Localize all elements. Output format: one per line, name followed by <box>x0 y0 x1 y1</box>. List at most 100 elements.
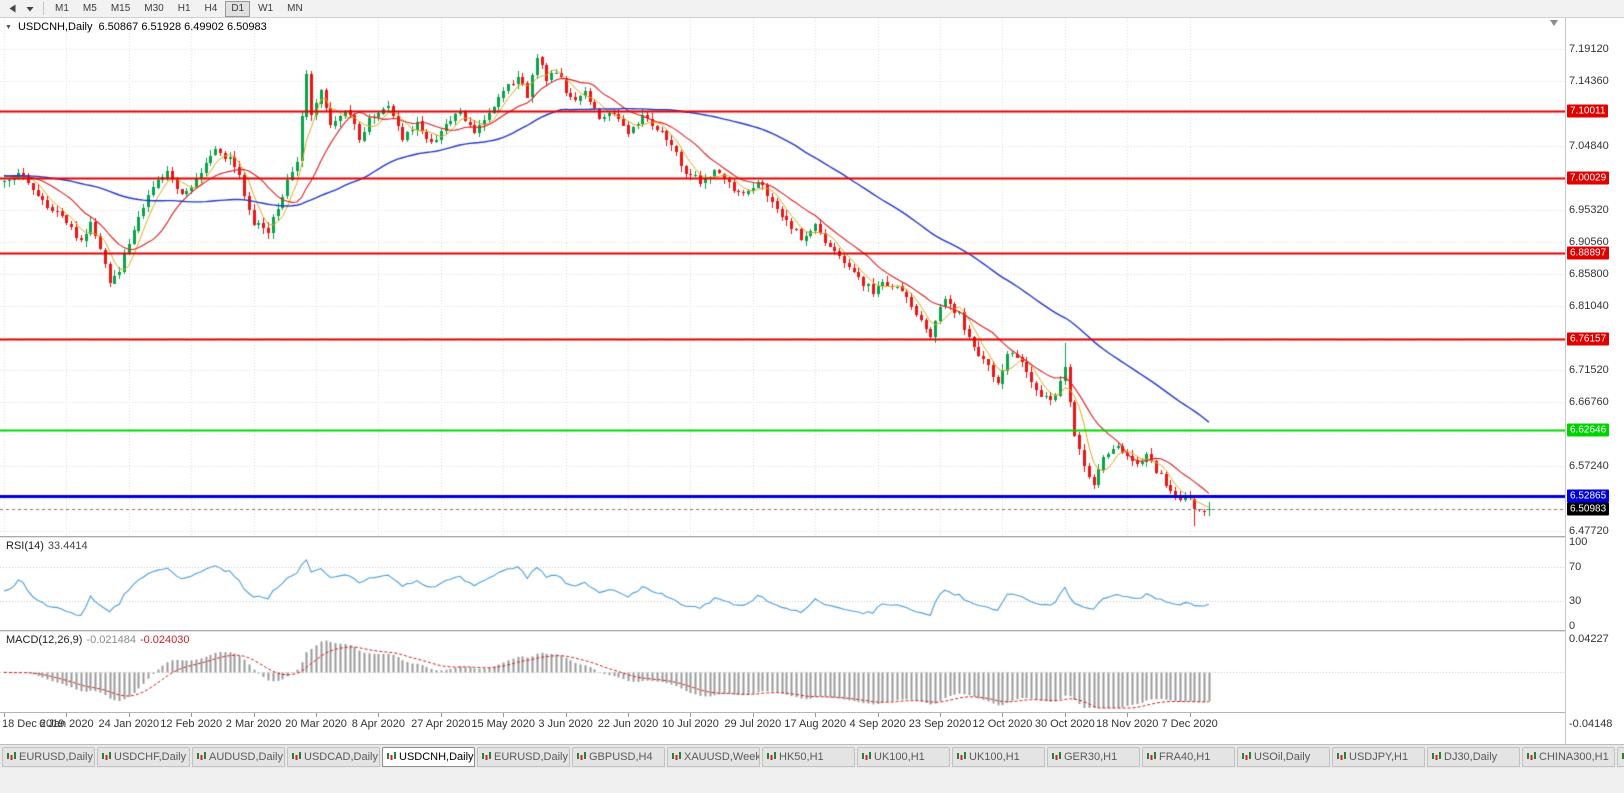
chart-tab-label: GBPUSD,H4 <box>589 751 653 763</box>
price-level-label: 7.00029 <box>1567 171 1610 185</box>
time-axis-tick <box>1190 713 1191 717</box>
time-axis[interactable]: 18 Dec 2019 6 Jan 2020 24 Jan 2020 12 Feb 2… <box>0 713 1565 744</box>
chart-tab-label: UK100,H1 <box>874 751 925 763</box>
timeframe-button-m1[interactable]: M1 <box>55 2 69 14</box>
time-axis-label: 20 Mar 2020 <box>285 718 347 730</box>
pane-divider[interactable] <box>0 536 1624 538</box>
chart-tab-hk50-h1[interactable]: HK50,H1 <box>762 747 855 767</box>
chart-tab-uk100-h1[interactable]: UK100,H1 <box>952 747 1045 767</box>
chart-tab-bar: EURUSD,Daily USDCHF,Daily AUDUSD,Daily USDC… <box>0 744 1624 768</box>
time-axis-label: 15 May 2020 <box>471 718 535 730</box>
chart-tab-xauusd-weekly[interactable]: XAUUSD,Weekly <box>667 747 760 767</box>
symbol-label: ▼ USDCNH,Daily 6.50867 6.51928 6.49902 6… <box>5 21 267 33</box>
rsi-axis-label: 100 <box>1569 536 1588 548</box>
chart-area: ▼ USDCNH,Daily 6.50867 6.51928 6.49902 6… <box>0 18 1624 744</box>
price-axis-label: 6.71520 <box>1569 364 1609 377</box>
time-axis-label: 18 Nov 2020 <box>1095 718 1159 730</box>
timeframe-button-h4[interactable]: H4 <box>204 2 218 14</box>
time-axis-tick <box>66 713 67 717</box>
chart-tab-icon <box>482 751 491 764</box>
time-axis-label: 2 Mar 2020 <box>225 718 282 730</box>
chart-tab-label: GER30,H1 <box>1064 751 1118 763</box>
macd-axis-label: 0.04227 <box>1569 633 1609 645</box>
time-axis-tick <box>940 713 941 717</box>
time-axis-tick <box>378 713 379 717</box>
chart-arrow-icon[interactable] <box>4 1 20 16</box>
chart-tab-icon <box>577 751 586 764</box>
time-axis-label: 12 Feb 2020 <box>160 718 223 730</box>
chart-tab-gbpusd-h4[interactable]: GBPUSD,H4 <box>572 747 665 767</box>
time-axis-label: 30 Oct 2020 <box>1034 718 1095 730</box>
chart-tab-icon <box>197 751 206 764</box>
chart-shift-marker-icon[interactable] <box>1550 20 1558 26</box>
time-axis-label: 12 Oct 2020 <box>972 718 1033 730</box>
time-axis-tick <box>1065 713 1066 717</box>
price-axis-label: 6.85800 <box>1569 267 1609 280</box>
chart-tab-icon <box>1622 751 1624 764</box>
chart-tab-usdchf-daily[interactable]: USDCHF,Daily <box>97 747 190 767</box>
price-axis-label: 6.66760 <box>1569 396 1609 409</box>
time-axis-label: 22 Jun 2020 <box>597 718 659 730</box>
dropdown-caret-icon[interactable] <box>22 1 38 16</box>
chart-tab-icon <box>1527 751 1536 764</box>
time-axis-label: 6 Jan 2020 <box>39 718 94 730</box>
time-axis-tick <box>815 713 816 717</box>
chart-tab-eurusd-daily[interactable]: EURUSD,Daily <box>477 747 570 767</box>
price-axis-label: 7.19120 <box>1569 43 1609 56</box>
chart-tab-label: AUDUSD,Daily <box>209 751 283 763</box>
chart-tab-icon <box>1432 751 1441 764</box>
chart-tab-label: EURUSD,Daily <box>19 751 93 763</box>
macd-chart-canvas[interactable] <box>0 632 1565 712</box>
chart-tab-icon <box>862 751 871 764</box>
pane-divider[interactable] <box>0 630 1624 632</box>
time-axis-label: 4 Sep 2020 <box>849 718 906 730</box>
timeframe-button-m15[interactable]: M15 <box>110 2 131 14</box>
timeframe-button-d1[interactable]: D1 <box>225 0 251 17</box>
chart-tab-audusd-daily[interactable]: AUDUSD,Daily <box>192 747 285 767</box>
timeframe-button-m5[interactable]: M5 <box>82 2 97 14</box>
chart-tab-us[interactable]: US <box>1617 747 1624 767</box>
timeframe-button-mn[interactable]: MN <box>287 2 303 14</box>
chart-tab-usoil-daily[interactable]: USOil,Daily <box>1237 747 1330 767</box>
timeframe-button-m30[interactable]: M30 <box>144 2 164 14</box>
chart-tab-china300-h1[interactable]: CHINA300,H1 <box>1522 747 1615 767</box>
time-axis-label: 3 Jun 2020 <box>538 718 593 730</box>
chart-tab-uk100-h1[interactable]: UK100,H1 <box>857 747 950 767</box>
chart-tab-label: FRA40,H1 <box>1159 751 1211 763</box>
price-level-label: 6.52865 <box>1567 489 1610 503</box>
time-axis-tick <box>503 713 504 717</box>
chart-tab-icon <box>1052 751 1061 764</box>
price-axis[interactable]: 7.19120 7.14360 7.04840 6.95320 6.90560 6.858… <box>1565 18 1624 744</box>
time-axis-tick <box>628 713 629 717</box>
time-axis-tick <box>753 713 754 717</box>
chart-tab-icon <box>7 751 16 764</box>
chart-tab-usdcnh-daily[interactable]: USDCNH,Daily <box>382 747 475 767</box>
timeframe-button-h1[interactable]: H1 <box>177 2 191 14</box>
collapse-arrow-icon[interactable]: ▼ <box>5 23 12 31</box>
chart-tab-dj30-daily[interactable]: DJ30,Daily <box>1427 747 1520 767</box>
rsi-chart-canvas[interactable] <box>0 538 1565 630</box>
price-axis-label: 6.47720 <box>1569 524 1609 537</box>
chart-tab-usdcad-daily[interactable]: USDCAD,Daily <box>287 747 380 767</box>
time-axis-label: 7 Dec 2020 <box>1161 718 1218 730</box>
chart-tab-fra40-h1[interactable]: FRA40,H1 <box>1142 747 1235 767</box>
timeframe-button-w1[interactable]: W1 <box>258 2 274 14</box>
pane-divider[interactable] <box>0 712 1624 713</box>
chart-tab-usdjpy-h1[interactable]: USDJPY,H1 <box>1332 747 1425 767</box>
price-axis-label: 6.81040 <box>1569 299 1609 312</box>
chart-tab-icon <box>1242 751 1251 764</box>
symbol-ohlc: 6.50867 6.51928 6.49902 6.50983 <box>98 21 267 33</box>
time-axis-tick <box>129 713 130 717</box>
time-axis-tick <box>1002 713 1003 717</box>
chart-tab-ger30-h1[interactable]: GER30,H1 <box>1047 747 1140 767</box>
chart-tab-label: USOil,Daily <box>1254 751 1311 763</box>
rsi-axis-label: 30 <box>1569 594 1582 607</box>
chart-tab-eurusd-daily[interactable]: EURUSD,Daily <box>2 747 95 767</box>
chart-tab-label: USDCAD,Daily <box>304 751 378 763</box>
main-chart-canvas[interactable] <box>0 18 1565 536</box>
price-level-label: 6.88897 <box>1567 246 1610 260</box>
price-axis-label: 7.14360 <box>1569 75 1609 88</box>
macd-indicator-label: MACD(12,26,9) -0.021484 -0.024030 <box>6 634 190 646</box>
price-axis-label: 6.95320 <box>1569 203 1609 216</box>
